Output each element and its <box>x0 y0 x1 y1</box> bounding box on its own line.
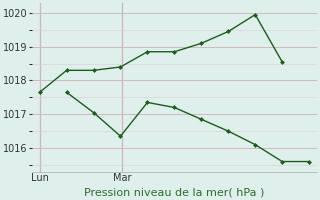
X-axis label: Pression niveau de la mer( hPa ): Pression niveau de la mer( hPa ) <box>84 187 265 197</box>
